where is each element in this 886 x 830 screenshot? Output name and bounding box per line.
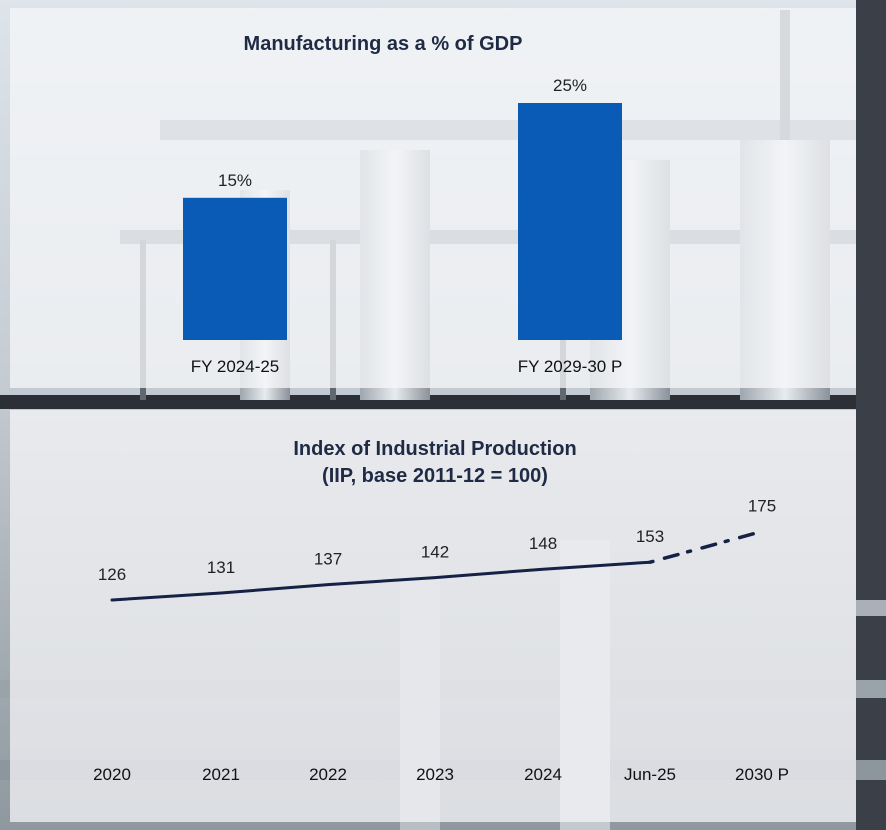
x-axis-tick-label: Jun-25 (624, 765, 676, 784)
bar (183, 197, 287, 340)
line-value-label: 153 (636, 527, 664, 546)
x-axis-tick-label: 2024 (524, 765, 562, 784)
iip-actual-line (110, 560, 652, 602)
line-value-label: 148 (529, 534, 557, 553)
top-panel (10, 8, 856, 388)
bar-value-label: 15% (218, 171, 252, 190)
iip-line-chart: Index of Industrial Production (IIP, bas… (93, 438, 789, 784)
x-axis-tick-label: 2022 (309, 765, 347, 784)
line-chart-title-line-2: (IIP, base 2011-12 = 100) (322, 465, 548, 487)
bar-value-label: 25% (553, 76, 587, 95)
x-axis-tick-label: 2021 (202, 765, 240, 784)
x-axis-tick-label: 2020 (93, 765, 131, 784)
line-chart-title-line-1: Index of Industrial Production (293, 438, 576, 460)
line-value-label: 137 (314, 550, 342, 569)
bar-chart-title: Manufacturing as a % of GDP (244, 33, 523, 55)
iip-projected-line (648, 529, 764, 564)
line-value-label: 131 (207, 558, 235, 577)
x-axis-tick-label: 2030 P (735, 765, 789, 784)
bar-category-label: FY 2029-30 P (518, 357, 623, 376)
bar (518, 103, 622, 340)
line-value-label: 175 (748, 496, 776, 515)
line-value-label: 126 (98, 565, 126, 584)
line-value-label: 142 (421, 543, 449, 562)
manufacturing-gdp-bar-chart: Manufacturing as a % of GDP 15% FY 2024-2… (183, 33, 623, 376)
bar-category-label: FY 2024-25 (191, 357, 280, 376)
bottom-panel (10, 410, 856, 822)
x-axis-tick-label: 2023 (416, 765, 454, 784)
